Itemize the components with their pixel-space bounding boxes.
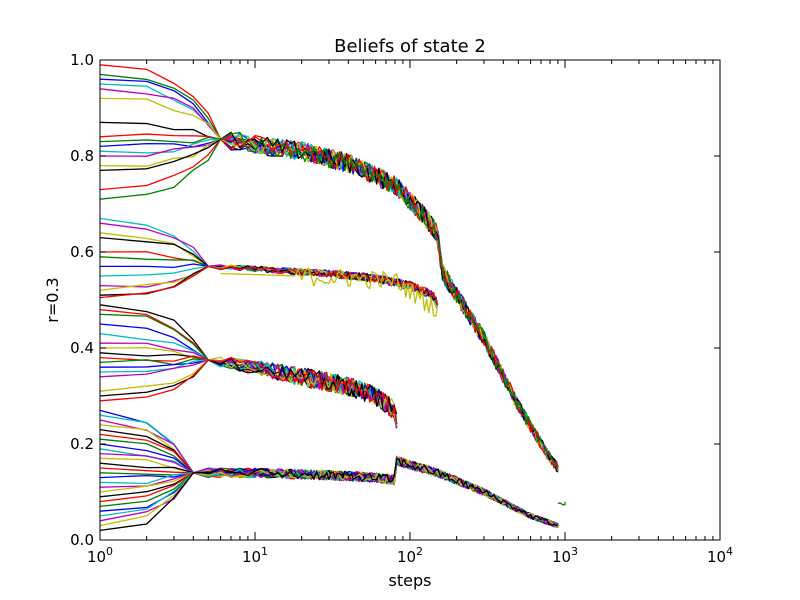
x-tick-label: 102 [397,545,423,566]
series-line [99,131,559,473]
series-line [99,356,398,425]
y-tick-label: 0.0 [70,531,94,549]
y-tick-label: 1.0 [70,51,94,69]
y-axis-title: r=0.3 [43,277,62,322]
x-tick-label: 101 [242,545,268,566]
x-tick-label: 103 [552,545,578,566]
series-line [99,356,398,427]
series-line [99,356,398,415]
series-line [99,131,559,468]
x-axis-title: steps [389,571,432,590]
series-line-outlier [220,267,438,317]
ticks-layer: 0.0 0.2 0.4 0.6 0.8 1.0 100 101 102 103 104 [70,51,733,566]
y-tick-label: 0.8 [70,147,94,165]
series-line [99,458,559,532]
chart-title: Beliefs of state 2 [334,36,486,57]
y-tick-label: 0.6 [70,243,94,261]
series-line-tail [557,501,566,506]
y-tick-label: 0.4 [70,339,94,357]
x-tick-label: 100 [87,545,113,566]
series-line [99,459,559,528]
x-tick-label: 104 [707,545,733,566]
series-layer [99,64,566,532]
y-tick-label: 0.2 [70,435,94,453]
